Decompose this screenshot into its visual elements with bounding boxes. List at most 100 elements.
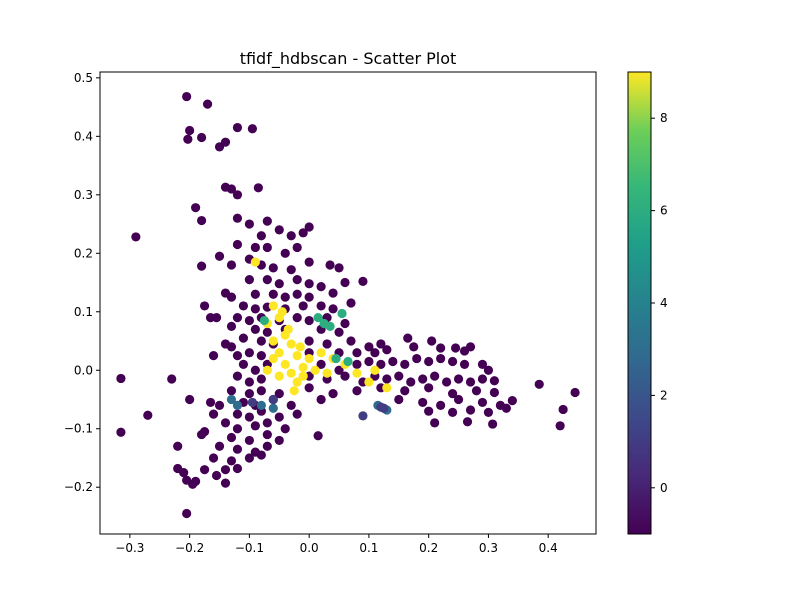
data-point [143,410,153,420]
data-point [262,429,272,440]
data-point [292,313,302,323]
data-point [256,400,266,410]
data-point [483,365,494,375]
x-tick-label: −0.2 [175,541,204,555]
data-point [459,359,470,370]
data-point [238,301,249,311]
data-point [280,292,290,302]
data-point [382,374,392,384]
y-tick-label: 0.1 [74,305,93,319]
data-point [388,356,398,367]
data-point [316,301,326,311]
data-point [298,228,308,238]
data-point [226,292,237,302]
data-point [555,421,565,431]
data-point [340,371,350,381]
data-point [220,465,231,475]
data-point [304,336,314,346]
data-point [427,336,437,346]
data-point [418,374,428,384]
data-point [214,400,225,410]
data-point [274,389,284,399]
data-point [400,386,410,396]
data-point [116,427,126,437]
data-point [418,397,428,408]
colorbar-tick-label: 6 [660,204,668,218]
data-point [477,359,488,370]
data-point [292,242,302,253]
data-point [328,288,338,298]
data-point [214,142,225,152]
data-point [277,307,287,317]
data-point [250,304,260,314]
data-point [462,417,473,427]
data-point [304,383,314,393]
data-point [400,359,410,370]
data-point [436,343,446,353]
data-point [328,304,338,314]
data-point [376,339,386,349]
data-point [334,365,344,375]
data-point [295,342,305,352]
data-point [507,396,517,406]
data-point [292,377,302,387]
data-point [477,397,488,408]
data-point [244,315,254,326]
data-point [304,279,314,289]
data-point [412,353,422,364]
data-point [376,359,386,370]
data-point [232,400,243,410]
data-point [268,263,278,273]
data-point [292,289,302,299]
y-tick-label: 0.0 [74,363,93,377]
data-point [226,260,237,270]
data-point [199,465,210,475]
y-tick-label: 0.5 [74,71,93,85]
data-point [471,386,482,396]
data-point [313,431,323,441]
data-point [232,444,243,454]
data-point [292,351,302,361]
x-axis: −0.3 −0.2 −0.1 0.0 0.1 0.2 0.3 0.4 [115,534,558,555]
data-point [424,383,434,393]
data-point [489,376,500,386]
data-point [280,248,290,258]
data-point [322,368,332,378]
y-axis: −0.2 −0.1 0.0 0.1 0.2 0.3 0.4 0.5 [64,71,100,494]
data-point [483,407,494,417]
data-point [173,441,183,451]
data-point [244,435,254,446]
data-point [343,356,353,367]
data-point [188,479,198,489]
data-point [337,308,347,319]
data-point [268,289,278,299]
data-point [247,397,257,408]
x-tick-label: 0.4 [539,541,558,555]
data-point [179,467,189,478]
data-point [250,257,260,267]
data-point [316,348,326,358]
data-point [358,276,368,286]
data-point [286,400,296,410]
data-point [220,418,231,428]
data-point [238,359,249,370]
data-point [214,441,225,451]
data-point [570,387,580,398]
data-point [286,339,296,349]
data-point [346,298,356,308]
data-point [211,313,222,323]
data-point [262,275,272,285]
data-point [244,275,254,285]
data-point [289,386,299,396]
data-point [116,373,126,384]
data-point [280,424,290,434]
data-point [244,412,254,422]
data-point [232,424,243,434]
data-point [256,386,266,396]
data-point [382,383,392,393]
data-point [214,251,225,261]
data-point [382,345,392,355]
data-point [268,336,278,346]
data-point [280,359,290,370]
data-point [220,478,231,488]
